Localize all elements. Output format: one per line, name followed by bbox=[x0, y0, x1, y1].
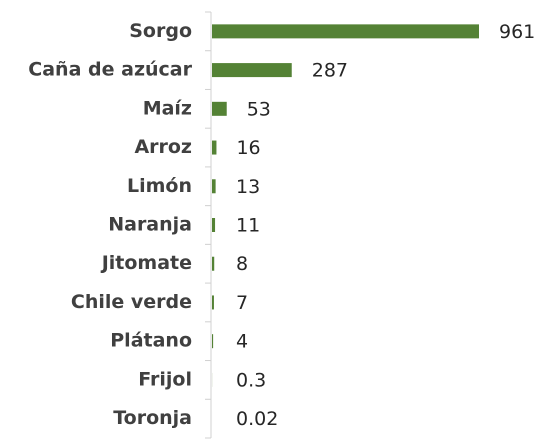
bar bbox=[212, 334, 214, 349]
category-label: Maíz bbox=[143, 97, 192, 119]
bar bbox=[212, 256, 215, 271]
value-label: 16 bbox=[236, 137, 260, 159]
category-label: Sorgo bbox=[129, 20, 192, 42]
category-label: Naranja bbox=[108, 214, 192, 236]
value-label: 4 bbox=[236, 331, 248, 353]
bar bbox=[212, 63, 292, 78]
value-label: 287 bbox=[312, 60, 348, 82]
bar bbox=[212, 24, 479, 39]
category-label: Jitomate bbox=[100, 252, 192, 274]
category-label: Toronja bbox=[113, 407, 192, 429]
bar bbox=[212, 101, 227, 116]
category-label: Caña de azúcar bbox=[28, 59, 192, 81]
value-label: 13 bbox=[236, 176, 260, 198]
bar bbox=[212, 179, 216, 194]
value-label: 53 bbox=[247, 98, 271, 120]
value-label: 961 bbox=[499, 21, 535, 43]
category-label: Frijol bbox=[138, 368, 192, 390]
value-label: 0.3 bbox=[236, 369, 266, 391]
bar bbox=[212, 295, 214, 310]
value-label: 8 bbox=[236, 253, 248, 275]
category-label: Arroz bbox=[134, 136, 192, 158]
value-label: 7 bbox=[236, 292, 248, 314]
category-label: Chile verde bbox=[71, 291, 192, 313]
category-label: Plátano bbox=[110, 330, 192, 352]
category-label: Limón bbox=[127, 175, 192, 197]
bar bbox=[212, 140, 217, 155]
value-label: 0.02 bbox=[236, 408, 278, 430]
bar bbox=[212, 218, 216, 232]
value-label: 11 bbox=[236, 215, 260, 237]
